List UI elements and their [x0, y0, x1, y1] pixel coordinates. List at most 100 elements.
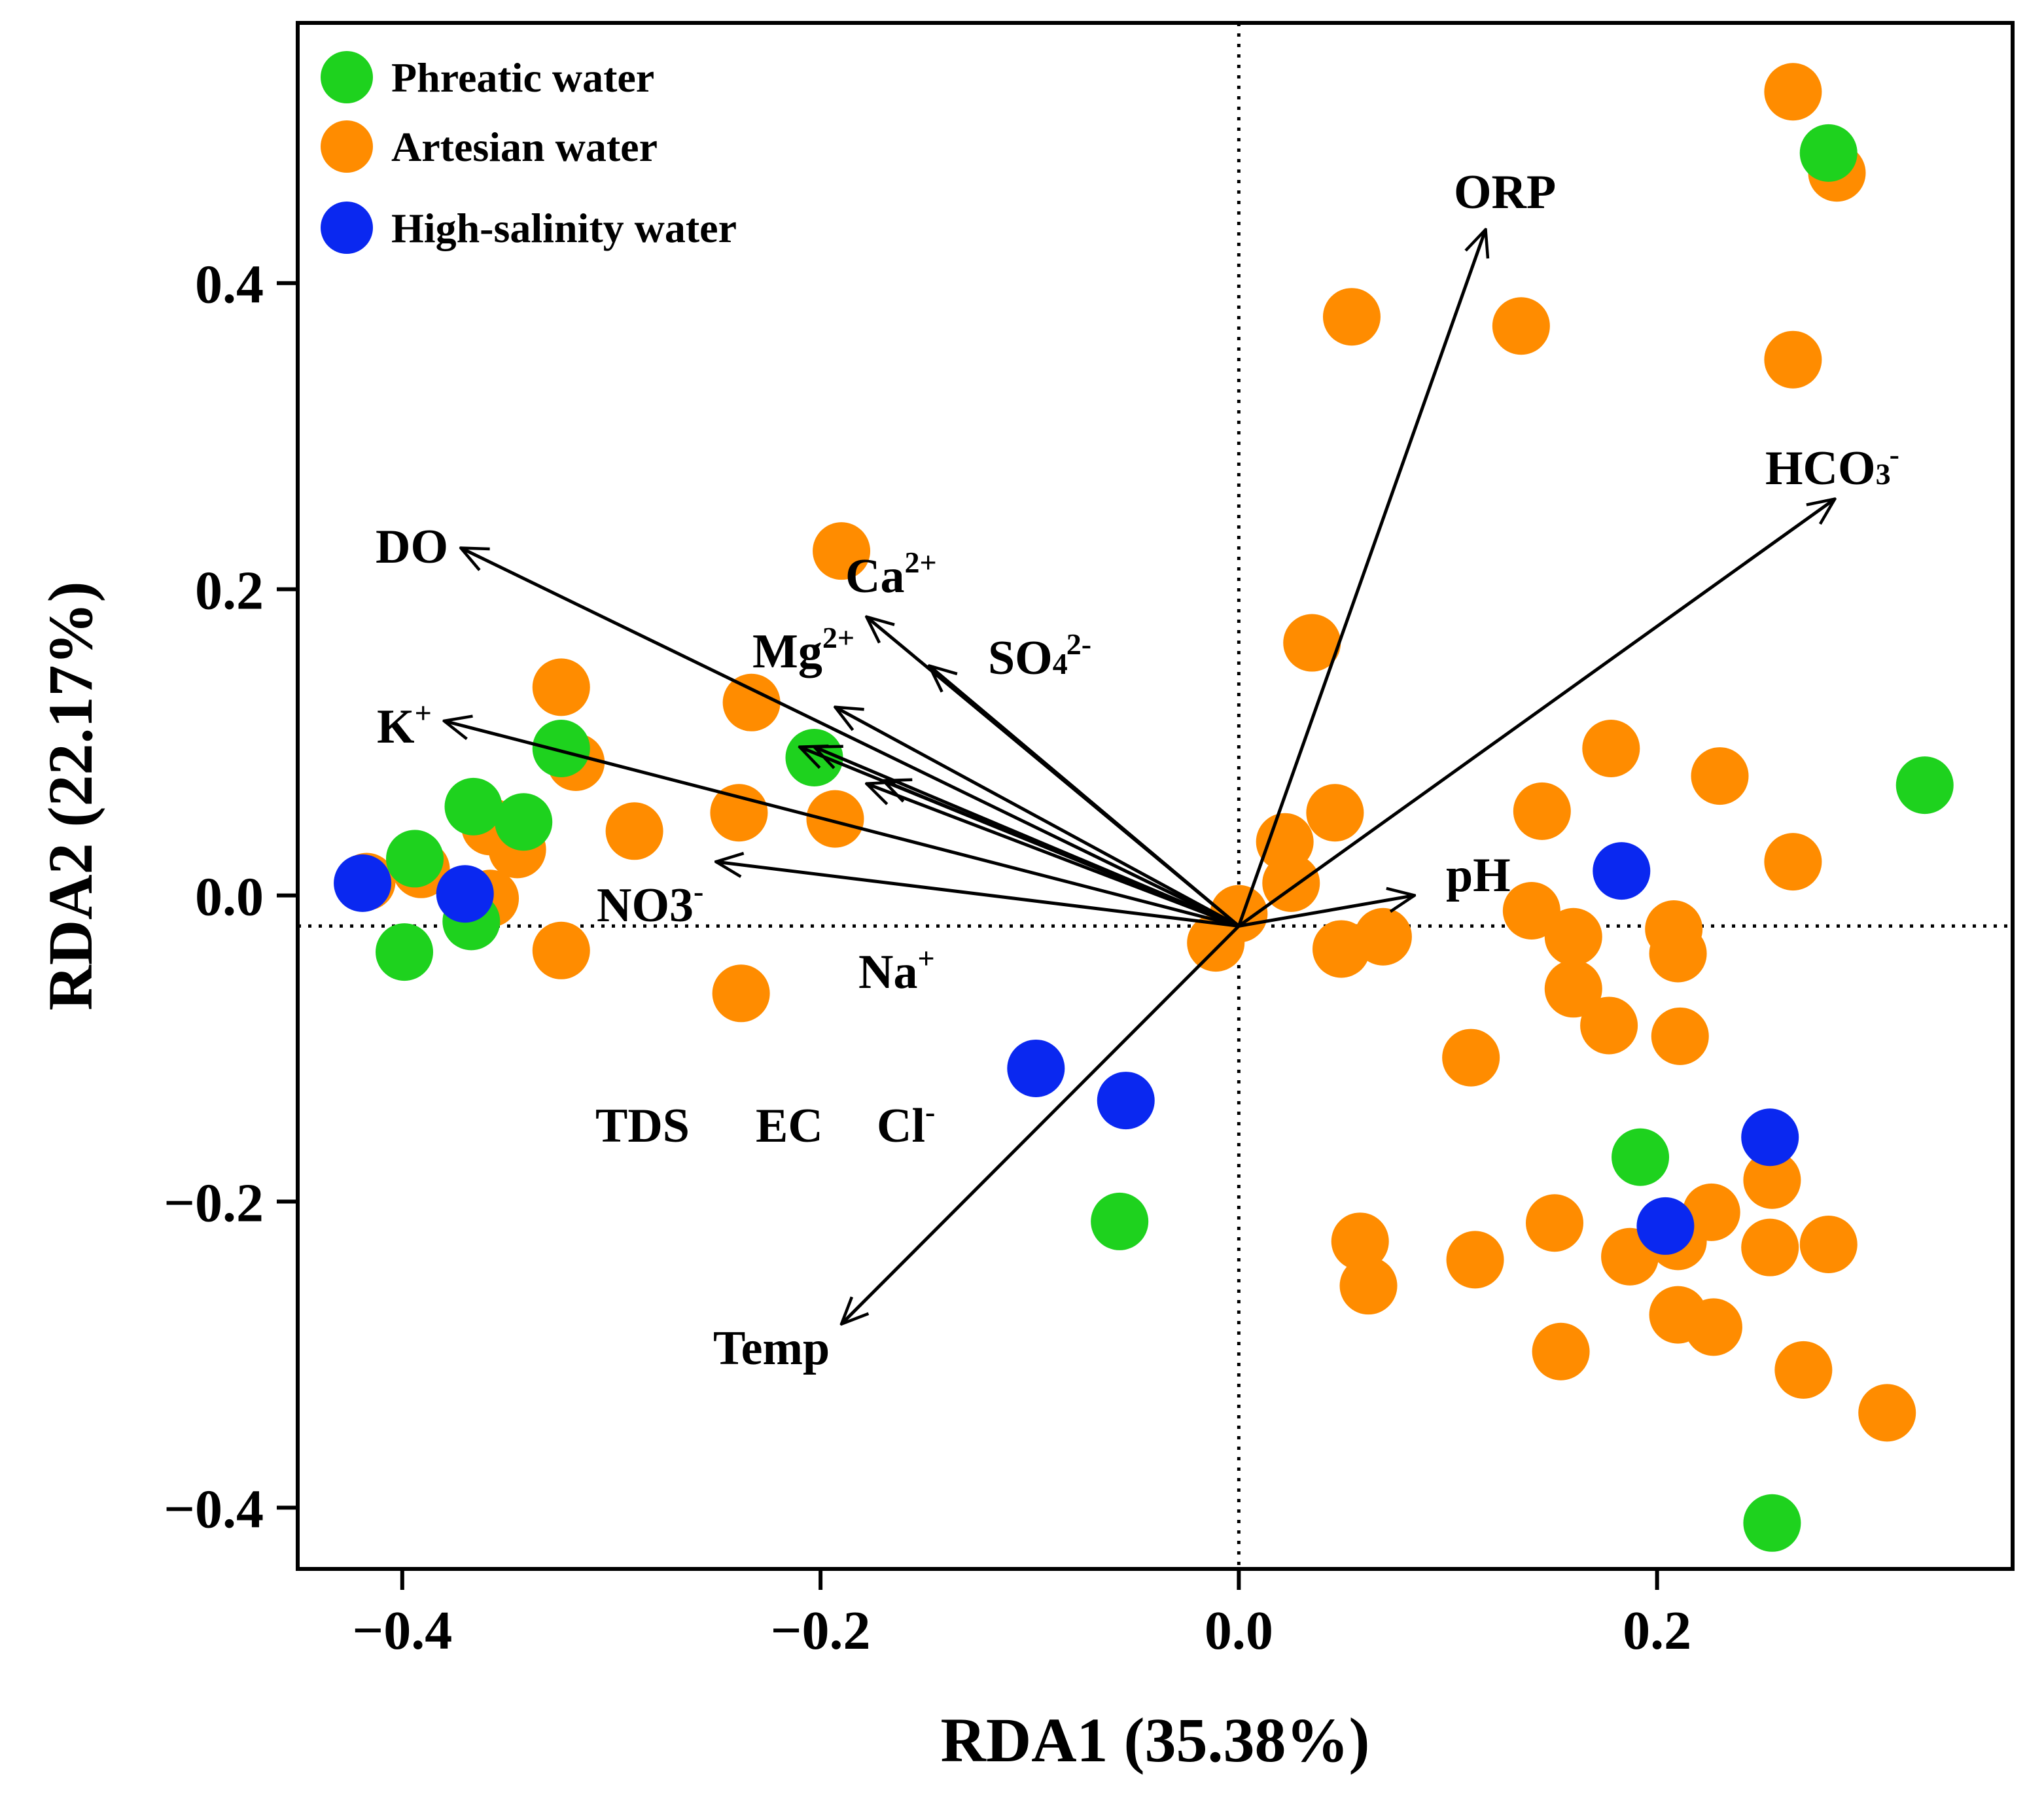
- artesian-water-point: [806, 790, 864, 848]
- artesian-water-point: [1526, 1194, 1584, 1252]
- legend-swatch-phreatic-water: [321, 51, 373, 103]
- phreatic-water-point: [495, 793, 553, 851]
- artesian-water-point: [1684, 1298, 1742, 1356]
- vector-label-k: K+: [377, 696, 432, 754]
- high-salinity-water-point: [1741, 1108, 1799, 1167]
- phreatic-water-point: [1895, 756, 1954, 815]
- artesian-water-point: [1764, 833, 1822, 891]
- phreatic-water-point: [532, 719, 590, 777]
- artesian-water-point: [605, 802, 663, 860]
- x-axis-ticks: −0.4 −0.2 0.0 0.2: [352, 1569, 1691, 1661]
- scatter-points: [334, 63, 1954, 1552]
- artesian-water-point: [1532, 1322, 1590, 1381]
- vector-label-do: DO: [376, 520, 448, 574]
- artesian-water-point: [1691, 747, 1749, 805]
- high-salinity-water-point: [1097, 1072, 1155, 1130]
- vector-label-so4: SO42-: [988, 627, 1091, 685]
- artesian-water-point: [532, 658, 590, 716]
- vector-label-tds: TDS: [595, 1099, 690, 1153]
- artesian-water-point: [712, 964, 770, 1023]
- vector-label-orp: ORP: [1454, 166, 1556, 219]
- vector-label-ca: Ca2+: [845, 546, 937, 603]
- x-tick-label: 0.0: [1205, 1600, 1273, 1661]
- artesian-water-point: [1741, 1218, 1799, 1276]
- vector-mg: [835, 707, 1240, 928]
- artesian-water-point: [1306, 784, 1364, 842]
- vector-labels: ORP HCO3- pH DO Ca2+ SO42- Mg2+ K+ Cl- Na+ EC TDS NO…: [376, 166, 1899, 1375]
- high-salinity-water-point: [436, 865, 494, 923]
- vector-hco3: [1237, 499, 1835, 928]
- vector-k: [444, 721, 1239, 928]
- vector-orp: [1237, 230, 1485, 927]
- x-axis-title: RDA1 (35.38%): [941, 1705, 1370, 1775]
- x-tick-label: −0.2: [771, 1600, 871, 1661]
- artesian-water-point: [1492, 297, 1550, 355]
- artesian-water-point: [1513, 782, 1571, 840]
- vector-label-mg: Mg2+: [752, 621, 855, 678]
- high-salinity-water-point: [1593, 842, 1651, 900]
- vector-so4: [929, 666, 1240, 928]
- legend: Phreatic water Artesian water High-salinit…: [321, 51, 737, 254]
- legend-label-phreatic-water: Phreatic water: [391, 54, 654, 101]
- high-salinity-water-point: [334, 854, 392, 912]
- legend-swatch-artesian-water: [321, 120, 373, 173]
- artesian-water-point: [1651, 1007, 1709, 1065]
- vector-label-ph: pH: [1446, 849, 1511, 902]
- y-tick-label: −0.2: [164, 1172, 264, 1233]
- phreatic-water-point: [385, 830, 444, 888]
- y-tick-label: 0.4: [195, 255, 264, 315]
- artesian-water-point: [722, 673, 781, 731]
- artesian-water-point: [1774, 1341, 1833, 1399]
- reference-lines: [298, 23, 2013, 1569]
- vector-label-cl: Cl-: [877, 1095, 935, 1153]
- y-tick-label: 0.0: [195, 867, 264, 928]
- legend-label-artesian-water: Artesian water: [391, 124, 658, 170]
- artesian-water-point: [1858, 1384, 1916, 1442]
- artesian-water-point: [1743, 1151, 1801, 1209]
- vector-do: [461, 548, 1240, 928]
- vector-tds: [800, 747, 1240, 928]
- artesian-water-point: [1354, 907, 1412, 966]
- environment-vectors: [444, 230, 1835, 1324]
- x-tick-label: 0.2: [1623, 1600, 1691, 1661]
- x-tick-label: −0.4: [352, 1600, 452, 1661]
- artesian-water-point: [1446, 1231, 1504, 1289]
- artesian-water-point: [1339, 1257, 1398, 1315]
- artesian-water-point: [710, 784, 768, 842]
- high-salinity-water-point: [1007, 1039, 1065, 1097]
- vector-ph: [1238, 896, 1414, 928]
- artesian-water-point: [1544, 907, 1602, 966]
- artesian-water-point: [1283, 614, 1341, 672]
- vector-label-ec: EC: [756, 1099, 823, 1153]
- vector-temp: [841, 924, 1241, 1324]
- legend-label-high-salinity-water: High-salinity water: [391, 205, 737, 251]
- artesian-water-point: [1502, 881, 1560, 940]
- artesian-water-point: [1582, 719, 1640, 777]
- phreatic-water-point: [444, 777, 502, 835]
- artesian-water-point: [1442, 1029, 1500, 1087]
- artesian-water-point: [1544, 960, 1602, 1018]
- vector-label-na: Na+: [858, 941, 935, 999]
- artesian-water-point: [1764, 330, 1822, 389]
- phreatic-water-point: [1799, 124, 1858, 182]
- phreatic-water-point: [1743, 1494, 1801, 1552]
- vector-label-temp: Temp: [713, 1322, 830, 1375]
- y-axis-ticks: −0.4 −0.2 0.0 0.2 0.4: [164, 255, 298, 1539]
- plot-frame: [296, 21, 2015, 1571]
- artesian-water-point: [1764, 63, 1822, 121]
- high-salinity-water-point: [1636, 1197, 1695, 1255]
- y-axis-title: RDA2 (22.17%): [35, 582, 105, 1011]
- phreatic-water-point: [1612, 1128, 1670, 1186]
- vector-label-no3: NO3-: [597, 875, 703, 932]
- phreatic-water-point: [785, 729, 843, 787]
- legend-swatch-high-salinity-water: [321, 202, 373, 254]
- artesian-water-point: [813, 522, 871, 580]
- vector-label-hco3: HCO3-: [1765, 438, 1899, 495]
- vector-no3: [716, 862, 1239, 928]
- artesian-water-point: [532, 921, 590, 979]
- artesian-water-point: [1799, 1216, 1858, 1274]
- artesian-water-point: [1580, 996, 1638, 1055]
- artesian-water-point: [1649, 924, 1707, 983]
- y-tick-label: −0.4: [164, 1479, 264, 1539]
